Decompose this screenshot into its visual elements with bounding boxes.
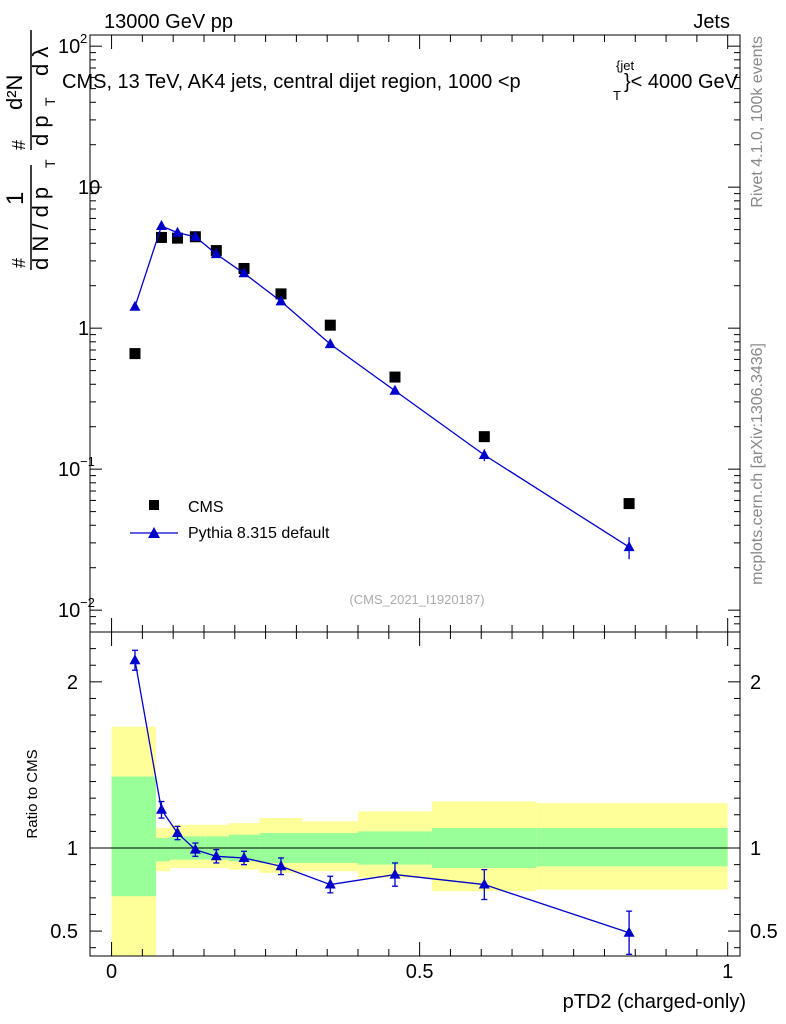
x-tick-label: 1 <box>722 961 733 983</box>
pythia-data-point <box>324 338 336 349</box>
ratio-frame <box>89 631 741 957</box>
main-axis-ticks <box>90 35 740 633</box>
ratio-data-point <box>478 878 490 889</box>
ratio-inner-band <box>536 828 728 867</box>
analysis-reference: (CMS_2021_I1920187) <box>349 592 484 607</box>
title-subscript: T <box>613 88 621 103</box>
svg-text:#: # <box>9 258 29 268</box>
pythia-data-point <box>210 248 222 259</box>
pythia-data-point <box>189 230 201 241</box>
main-y-tick-label: 10 <box>58 600 80 622</box>
pythia-data-point <box>238 267 250 278</box>
x-tick-label: 0.5 <box>406 961 434 983</box>
plot-title: CMS, 13 TeV, AK4 jets, central dijet reg… <box>62 71 521 93</box>
svg-text:d²N: d²N <box>2 75 27 110</box>
x-axis-label: pTD2 (charged-only) <box>563 991 746 1013</box>
main-y-tick-label: 1 <box>78 318 89 340</box>
ratio-inner-band <box>155 838 171 862</box>
pythia-data-point <box>389 384 401 395</box>
svg-text:d N / d p: d N / d p <box>28 187 53 270</box>
pythia-data-point <box>171 226 183 237</box>
ratio-y-tick-label: 2 <box>67 672 78 694</box>
cms-data-point <box>129 348 141 360</box>
main-y-tick-exponent: −2 <box>80 595 95 610</box>
main-y-tick-exponent: −1 <box>80 454 95 469</box>
ratio-y-tick-label-right: 0.5 <box>750 921 778 943</box>
ratio-data-point <box>155 803 167 814</box>
main-y-tick-label: 10 <box>58 36 80 58</box>
svg-text:T: T <box>42 97 58 106</box>
mcplots-label: mcplots.cern.ch [arXiv:1306.3436] <box>749 343 766 585</box>
cms-data-point <box>389 371 401 383</box>
process-label: Jets <box>693 11 730 33</box>
main-frame <box>89 34 741 633</box>
pythia-data-point <box>155 220 167 231</box>
energy-label: 13000 GeV pp <box>104 11 233 33</box>
pythia-data-point <box>129 300 141 311</box>
cms-data-point <box>478 431 490 443</box>
title-tail: }< 4000 GeV <box>624 71 739 93</box>
x-tick-label: 0 <box>106 961 117 983</box>
ratio-panel: 2 2 1 1 0.5 0.5 0 0.5 1 Ratio to CMS pTD2 (charg… <box>24 631 778 1013</box>
svg-text:d p: d p <box>28 115 53 146</box>
legend: CMS Pythia 8.315 default <box>130 499 330 542</box>
ratio-y-tick-label: 0.5 <box>50 921 78 943</box>
ratio-y-axis-label: Ratio to CMS <box>24 749 41 838</box>
svg-text:d λ: d λ <box>28 47 53 76</box>
ratio-data-point <box>129 654 141 665</box>
ratio-data-point <box>189 843 201 854</box>
ratio-data-point <box>389 868 401 879</box>
pythia-data-point <box>623 541 635 552</box>
svg-text:1: 1 <box>2 192 29 205</box>
title-superscript: {jet <box>616 58 634 73</box>
svg-text:T: T <box>42 159 58 168</box>
ratio-tick-labels: 2 2 1 1 0.5 0.5 0 0.5 1 <box>50 672 778 983</box>
cms-data-point <box>171 232 183 244</box>
pythia-data-point <box>478 449 490 460</box>
rivet-version-label: Rivet 4.1.0, 100k events <box>749 36 766 208</box>
ratio-data-point <box>623 926 635 937</box>
ratio-y-tick-label-right: 1 <box>750 838 761 860</box>
ratio-line <box>134 660 630 934</box>
legend-pythia-label: Pythia 8.315 default <box>188 525 330 542</box>
ratio-y-tick-label: 1 <box>67 838 78 860</box>
main-y-tick-exponent: 2 <box>80 31 87 46</box>
ratio-data-point <box>171 827 183 838</box>
ratio-data-point <box>238 851 250 862</box>
ratio-data-point <box>210 850 222 861</box>
main-y-tick-label: 10 <box>78 177 100 199</box>
ratio-y-tick-label-right: 2 <box>750 672 761 694</box>
cms-data-point <box>155 231 167 243</box>
cms-data-point <box>623 498 635 510</box>
main-y-tick-label: 10 <box>58 459 80 481</box>
legend-pythia-marker <box>148 527 160 538</box>
legend-cms-label: CMS <box>188 499 224 516</box>
ratio-data-point <box>324 878 336 889</box>
ratio-axis-ticks <box>90 632 740 956</box>
cms-data-point <box>324 319 336 331</box>
ratio-inner-band <box>111 776 156 897</box>
ratio-data-point <box>275 860 287 871</box>
pythia-data-point <box>275 295 287 306</box>
legend-cms-marker <box>149 500 159 510</box>
cms-data-point <box>275 288 287 300</box>
main-y-axis-label: # 1 d N / d p T # d²N d p T d λ <box>2 30 58 270</box>
svg-text:#: # <box>9 140 29 150</box>
